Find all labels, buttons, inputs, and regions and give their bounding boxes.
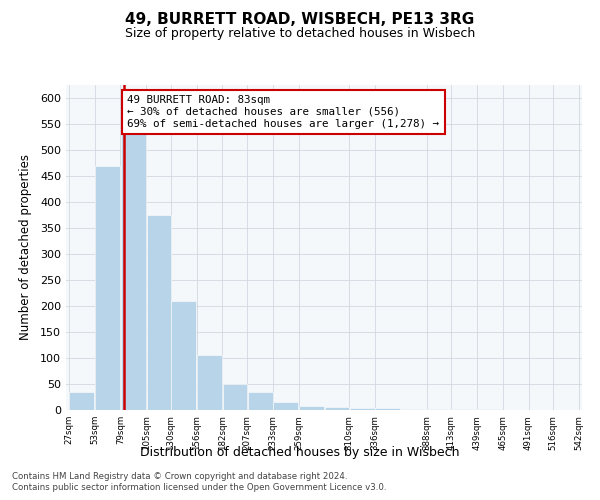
Text: Distribution of detached houses by size in Wisbech: Distribution of detached houses by size … bbox=[140, 446, 460, 459]
Bar bbox=[274, 402, 298, 410]
Text: Contains HM Land Registry data © Crown copyright and database right 2024.: Contains HM Land Registry data © Crown c… bbox=[12, 472, 347, 481]
Bar bbox=[248, 392, 272, 410]
Bar bbox=[350, 408, 374, 410]
Bar bbox=[299, 406, 324, 410]
Text: Contains public sector information licensed under the Open Government Licence v3: Contains public sector information licen… bbox=[12, 484, 386, 492]
Y-axis label: Number of detached properties: Number of detached properties bbox=[19, 154, 32, 340]
Bar bbox=[146, 215, 170, 410]
Text: 49, BURRETT ROAD, WISBECH, PE13 3RG: 49, BURRETT ROAD, WISBECH, PE13 3RG bbox=[125, 12, 475, 28]
Bar bbox=[70, 392, 94, 410]
Bar bbox=[223, 384, 247, 410]
Bar bbox=[401, 409, 426, 410]
Bar bbox=[197, 356, 222, 410]
Bar bbox=[172, 301, 196, 410]
Text: 49 BURRETT ROAD: 83sqm
← 30% of detached houses are smaller (556)
69% of semi-de: 49 BURRETT ROAD: 83sqm ← 30% of detached… bbox=[127, 96, 439, 128]
Bar bbox=[121, 122, 146, 410]
Bar bbox=[325, 408, 349, 410]
Bar bbox=[376, 408, 400, 410]
Bar bbox=[95, 166, 120, 410]
Text: Size of property relative to detached houses in Wisbech: Size of property relative to detached ho… bbox=[125, 28, 475, 40]
